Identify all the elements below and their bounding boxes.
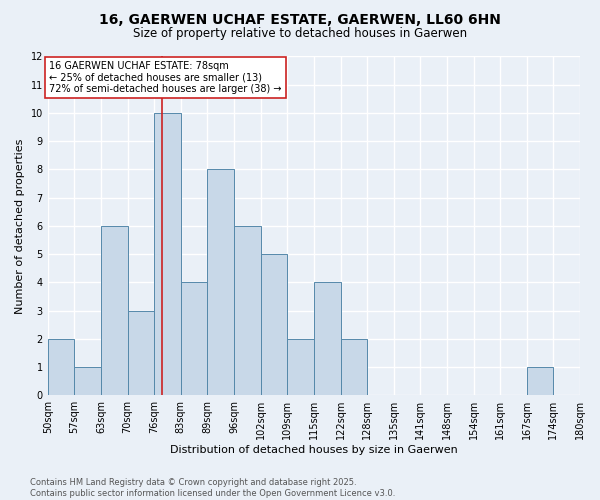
Bar	[48, 339, 74, 395]
Bar	[154, 113, 181, 395]
Bar	[101, 226, 128, 395]
Bar	[260, 254, 287, 395]
Text: Contains HM Land Registry data © Crown copyright and database right 2025.
Contai: Contains HM Land Registry data © Crown c…	[30, 478, 395, 498]
Bar	[74, 367, 101, 395]
Bar	[181, 282, 208, 395]
X-axis label: Distribution of detached houses by size in Gaerwen: Distribution of detached houses by size …	[170, 445, 458, 455]
Bar	[234, 226, 260, 395]
Bar	[341, 339, 367, 395]
Bar	[287, 339, 314, 395]
Bar	[527, 367, 553, 395]
Text: 16 GAERWEN UCHAF ESTATE: 78sqm
← 25% of detached houses are smaller (13)
72% of : 16 GAERWEN UCHAF ESTATE: 78sqm ← 25% of …	[49, 60, 281, 94]
Text: Size of property relative to detached houses in Gaerwen: Size of property relative to detached ho…	[133, 28, 467, 40]
Bar	[314, 282, 341, 395]
Y-axis label: Number of detached properties: Number of detached properties	[15, 138, 25, 314]
Bar	[128, 310, 154, 395]
Bar	[208, 170, 234, 395]
Text: 16, GAERWEN UCHAF ESTATE, GAERWEN, LL60 6HN: 16, GAERWEN UCHAF ESTATE, GAERWEN, LL60 …	[99, 12, 501, 26]
